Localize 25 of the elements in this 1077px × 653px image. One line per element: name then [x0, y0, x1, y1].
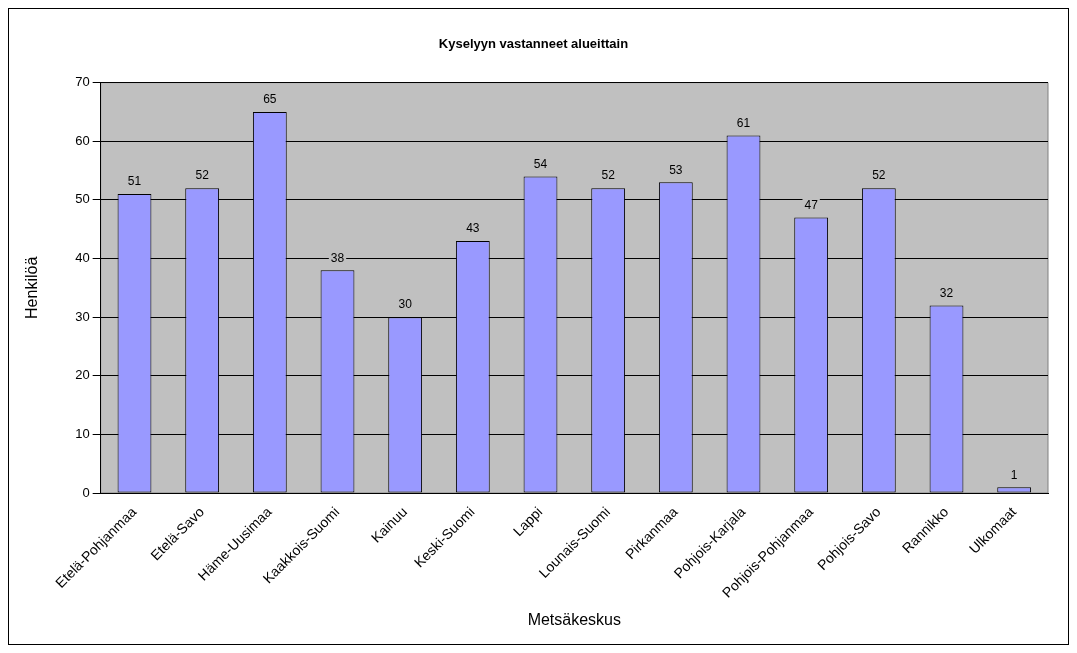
- y-tick-label: 70: [75, 74, 90, 90]
- data-label: 52: [601, 168, 616, 183]
- y-tick-label: 50: [75, 191, 90, 207]
- data-label: 61: [736, 115, 751, 130]
- data-label: 38: [330, 250, 345, 265]
- data-label: 32: [939, 285, 954, 300]
- data-label: 52: [195, 168, 210, 183]
- data-label: 52: [872, 168, 886, 183]
- y-tick-label: 0: [82, 484, 90, 500]
- y-tick-label: 10: [75, 426, 90, 442]
- data-label: 51: [127, 174, 142, 189]
- data-label: 65: [263, 92, 277, 107]
- x-axis-title: Metsäkeskus: [527, 610, 622, 628]
- y-tick-label: 40: [75, 250, 90, 266]
- data-label: 47: [804, 197, 819, 212]
- y-tick-label: 60: [75, 132, 90, 148]
- data-label: 54: [533, 156, 548, 171]
- data-label: 43: [466, 221, 480, 236]
- data-label: 30: [398, 297, 413, 312]
- y-axis-title: Henkilöä: [23, 256, 41, 319]
- data-label: 53: [669, 162, 683, 177]
- data-label: 1: [1010, 467, 1018, 482]
- chart-title: Kyselyyn vastanneet alueittain: [438, 36, 629, 52]
- y-tick-label: 20: [75, 367, 90, 383]
- y-tick-label: 30: [75, 308, 90, 324]
